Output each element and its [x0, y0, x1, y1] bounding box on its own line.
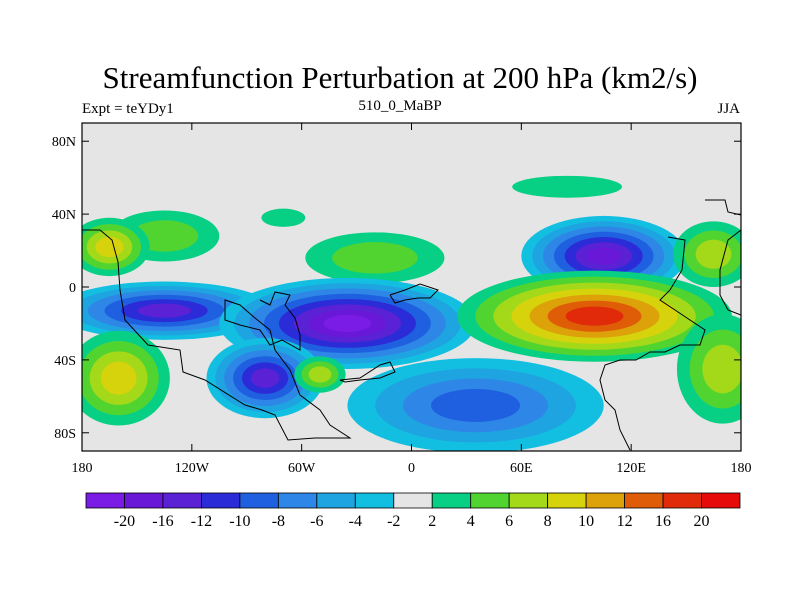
- contour-band: [323, 314, 372, 332]
- colorbar-swatch: [239, 492, 279, 509]
- colorbar-swatch: [701, 492, 741, 509]
- contour-band: [137, 303, 192, 318]
- colorbar-swatch: [470, 492, 510, 509]
- colorbar-label: 8: [544, 513, 552, 530]
- colorbar-swatch: [277, 492, 318, 509]
- colorbar-label: 6: [505, 513, 513, 530]
- contour-band: [332, 242, 418, 274]
- colorbar-swatch: [124, 492, 164, 509]
- colorbar-swatch: [585, 492, 625, 509]
- x-tick-label: 60E: [510, 461, 533, 476]
- contour-band: [95, 236, 124, 258]
- americas-coastline: [82, 229, 352, 441]
- contour-center-north-america: [305, 232, 445, 284]
- colorbar-swatch: [508, 492, 549, 509]
- colorbar-swatch: [662, 492, 702, 509]
- y-tick-label: 40N: [52, 208, 76, 223]
- colorbar-label: 10: [578, 513, 594, 530]
- colorbar-swatch: [201, 492, 241, 509]
- colorbar-swatch: [547, 492, 587, 509]
- y-tick-label: 0: [69, 281, 76, 296]
- x-tick-label: 180: [72, 461, 93, 476]
- run-label: 510_0_MaBP: [358, 98, 442, 114]
- coastline-layer: [82, 199, 741, 451]
- colorbar-label: -16: [152, 513, 173, 530]
- colorbar-label: 12: [617, 513, 633, 530]
- contour-center-southeast-pacific-low: [206, 338, 324, 419]
- contour-center-small-atlantic: [261, 208, 306, 227]
- africa-eurasia-coastline: [339, 283, 439, 383]
- colorbar: -20 -16 -12 -10 -8 -6 -4 -2 2 4 6 8 10 12 16 20: [85, 492, 741, 530]
- colorbar-swatch: [354, 492, 395, 509]
- season-label: JJA: [717, 101, 740, 117]
- contour-band: [308, 366, 332, 383]
- contour-band: [512, 175, 623, 198]
- experiment-label: Expt = teYDy1: [82, 101, 174, 117]
- contour-band: [100, 361, 137, 395]
- pacific-rim-coastline: [705, 199, 741, 316]
- x-tick-label: 180: [731, 461, 752, 476]
- contour-band: [702, 344, 741, 394]
- contour-center-south-pacific-high: [82, 330, 170, 426]
- colorbar-label: 16: [655, 513, 671, 530]
- contour-band: [250, 368, 280, 388]
- contour-center-south-indian-low: [347, 358, 604, 451]
- x-tick-label: 120E: [616, 461, 646, 476]
- y-tick-label: 80N: [52, 135, 76, 150]
- y-tick-label: 40S: [54, 354, 76, 369]
- contour-center-indian-ocean-high: [457, 270, 732, 362]
- asia-coastline: [599, 236, 706, 451]
- colorbar-label: 2: [428, 513, 436, 530]
- colorbar-label: 4: [467, 513, 475, 530]
- contour-center-north-pacific-ridge: [82, 217, 150, 277]
- contour-center-east-asia-low: [673, 221, 741, 287]
- contour-band: [565, 306, 624, 326]
- colorbar-swatch: [85, 492, 125, 509]
- y-axis-ticks: 80N 40N 0 40S 80S: [52, 135, 741, 442]
- x-tick-label: 0: [408, 461, 415, 476]
- x-tick-label: 60W: [288, 461, 316, 476]
- colorbar-label: -12: [191, 513, 212, 530]
- colorbar-label: -8: [272, 513, 285, 530]
- colorbar-label: -6: [310, 513, 323, 530]
- colorbar-label: -2: [387, 513, 400, 530]
- contour-band: [261, 208, 306, 227]
- colorbar-label: -10: [229, 513, 250, 530]
- colorbar-label: -4: [349, 513, 362, 530]
- colorbar-swatch: [162, 492, 202, 509]
- x-axis-ticks: 180 120W 60W 0 60E 120E 180: [72, 123, 752, 476]
- y-tick-label: 80S: [54, 427, 76, 442]
- contour-center-australia-high: [676, 314, 741, 424]
- contour-band: [430, 388, 521, 422]
- contour-band: [695, 239, 732, 269]
- chart-title: Streamfunction Perturbation at 200 hPa (…: [102, 60, 698, 95]
- colorbar-swatch: [431, 492, 472, 509]
- colorbar-swatch: [393, 492, 433, 509]
- contour-center-atlantic-small: [294, 356, 346, 393]
- colorbar-swatch: [316, 492, 356, 509]
- contour-layer: [82, 175, 741, 451]
- contour-center-central-asia: [512, 175, 623, 198]
- colorbar-swatch: [624, 492, 664, 509]
- colorbar-label: -20: [114, 513, 135, 530]
- x-tick-label: 120W: [175, 461, 210, 476]
- colorbar-label: 20: [694, 513, 710, 530]
- contour-band: [586, 247, 622, 265]
